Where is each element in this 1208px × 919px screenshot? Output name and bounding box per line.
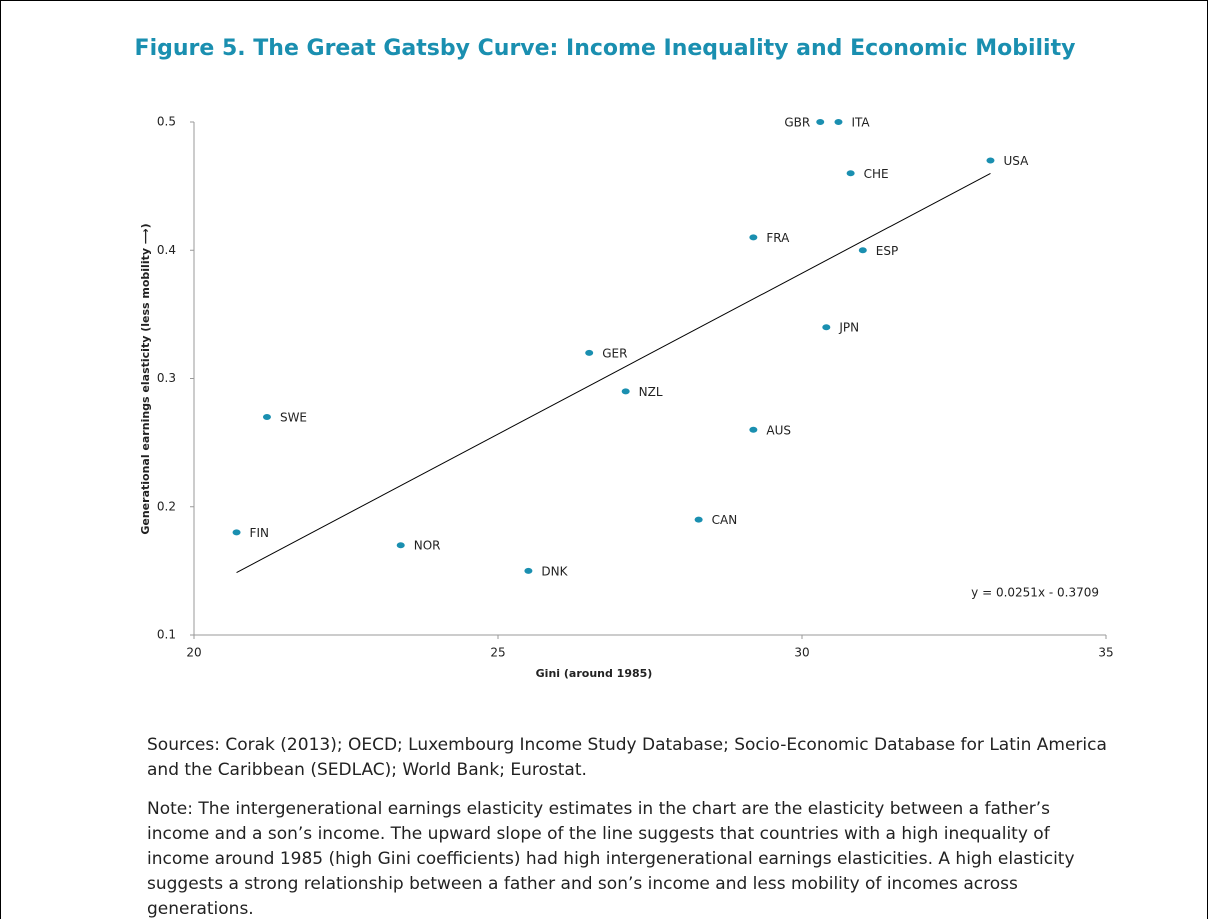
y-tick-label: 0.4 [157, 243, 176, 257]
y-tick-label: 0.3 [157, 371, 176, 385]
point [524, 567, 533, 574]
point [858, 247, 867, 254]
point-label: USA [1003, 154, 1029, 168]
point [262, 413, 271, 420]
point [585, 349, 594, 356]
trendline [236, 172, 991, 573]
point-label: CHE [864, 167, 889, 181]
chart-title: Figure 5. The Great Gatsby Curve: Income… [135, 36, 1076, 61]
point [396, 542, 405, 549]
trendline-equation: y = 0.0251x - 0.3709 [971, 586, 1099, 600]
y-tick-label: 0.5 [157, 115, 176, 129]
point-label: FRA [766, 231, 790, 245]
point-label: ESP [876, 244, 898, 258]
x-axis-title: Gini (around 1985) [536, 667, 653, 680]
point [232, 529, 241, 536]
point-label: NOR [414, 539, 441, 553]
point-label: GER [602, 346, 627, 360]
point-label: CAN [712, 513, 738, 527]
point-label: DNK [541, 564, 568, 578]
point-label: AUS [766, 423, 791, 437]
point-label: NZL [639, 385, 663, 399]
point [846, 170, 855, 177]
point [694, 516, 703, 523]
point [749, 426, 758, 433]
x-tick-label: 20 [186, 646, 201, 660]
point [621, 388, 630, 395]
point-label: SWE [280, 410, 307, 424]
point [834, 119, 843, 125]
point [749, 234, 758, 241]
y-tick-label: 0.2 [157, 499, 176, 513]
point-label: ITA [851, 116, 870, 130]
notes: Sources: Corak (2013); OECD; Luxembourg … [147, 733, 1107, 919]
point [816, 119, 825, 125]
note: Note: The intergenerational earnings ela… [147, 799, 1075, 919]
chart: Figure 5. The Great Gatsby Curve: Income… [135, 36, 1114, 680]
point [822, 324, 831, 331]
x-tick-label: 35 [1098, 646, 1113, 660]
point-label: GBR [784, 116, 810, 130]
x-tick-label: 30 [794, 646, 809, 660]
x-tick-label: 25 [490, 646, 505, 660]
point [986, 157, 995, 164]
point-label: JPN [838, 321, 859, 335]
y-tick-label: 0.1 [157, 628, 176, 642]
point-label: FIN [250, 526, 269, 540]
sources: Sources: Corak (2013); OECD; Luxembourg … [147, 735, 1107, 780]
y-axis-title: Generational earnings elasticity (less m… [139, 223, 152, 534]
